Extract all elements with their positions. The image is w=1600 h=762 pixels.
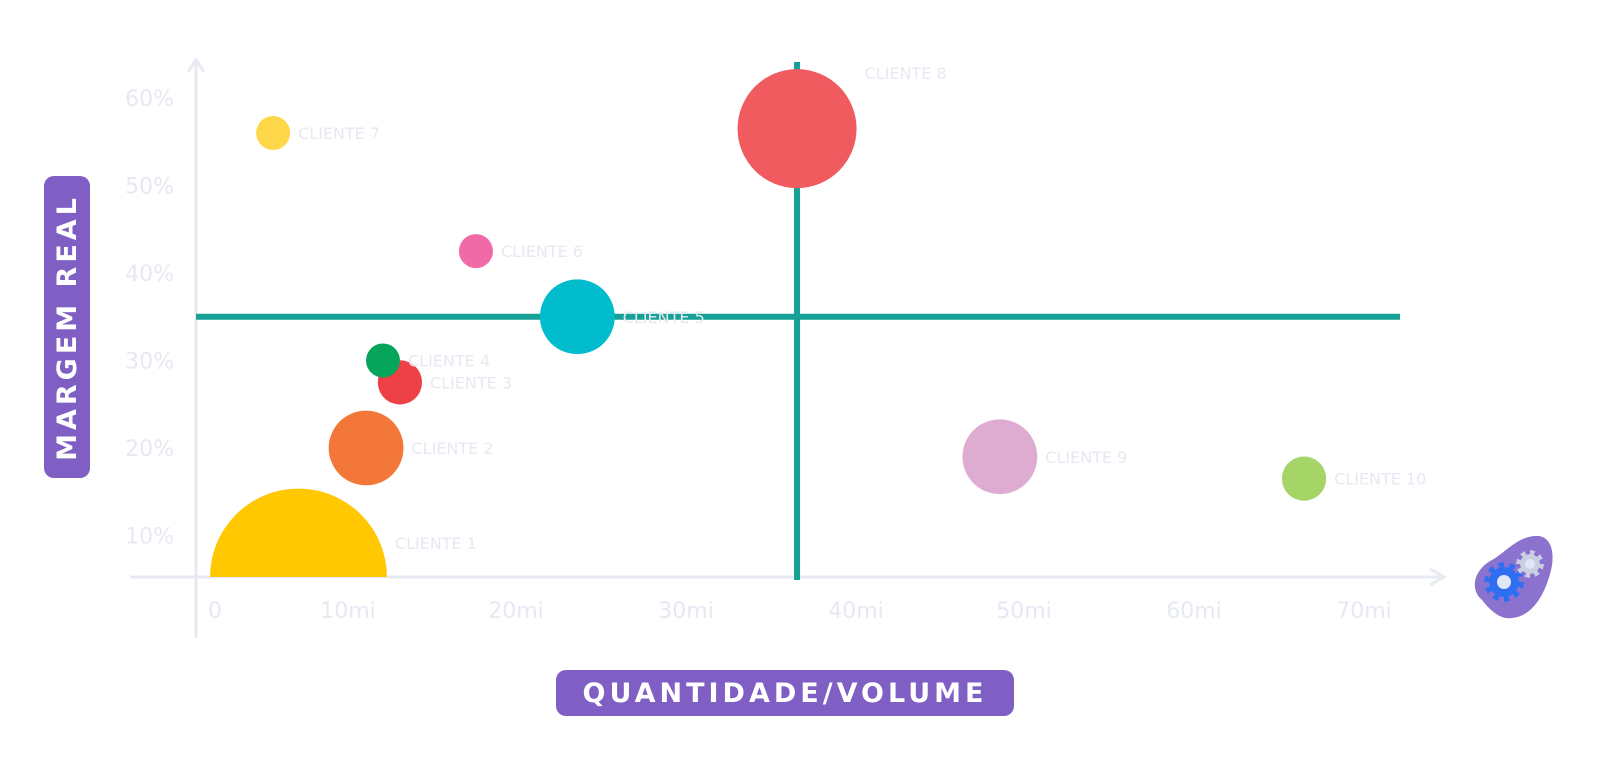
y-tick-label: 60% bbox=[125, 87, 174, 112]
bubble-label: CLIENTE 7 bbox=[298, 124, 380, 143]
bubble bbox=[1281, 456, 1327, 501]
x-axis-arrow bbox=[1429, 567, 1448, 587]
x-tick-label: 30mi bbox=[658, 599, 714, 624]
bubble-label: CLIENTE 4 bbox=[408, 352, 490, 371]
bubble-label: CLIENTE 3 bbox=[430, 373, 512, 392]
bubble bbox=[210, 488, 387, 577]
bubble bbox=[737, 69, 857, 189]
bubble bbox=[539, 279, 615, 355]
bubble bbox=[256, 116, 291, 150]
bubble-label: CLIENTE 10 bbox=[1334, 470, 1426, 489]
y-tick-label: 10% bbox=[125, 525, 174, 550]
bubble bbox=[962, 419, 1038, 495]
bubble-label: CLIENTE 6 bbox=[501, 242, 583, 261]
x-axis-label: QUANTIDADE/VOLUME bbox=[556, 670, 1014, 716]
bubble bbox=[458, 234, 493, 269]
y-axis-label-text: MARGEM REAL bbox=[51, 193, 83, 461]
x-tick-label: 0 bbox=[208, 599, 222, 624]
bubble-labels: CLIENTE 1 CLIENTE 2 CLIENTE 3 CLIENTE 4 CLIE… bbox=[298, 64, 1426, 553]
bubble-label: CLIENTE 8 bbox=[865, 64, 947, 83]
x-tick-label: 70mi bbox=[1336, 599, 1392, 624]
gears-icon bbox=[1474, 535, 1553, 619]
y-tick-label: 30% bbox=[125, 350, 174, 375]
bubble-label: CLIENTE 9 bbox=[1045, 448, 1127, 467]
x-tick-label: 50mi bbox=[996, 599, 1052, 624]
y-tick-label: 50% bbox=[125, 175, 174, 200]
tick-labels: 0 10mi 20mi 30mi 40mi 50mi 60mi 70mi 10% 20% 30% 40… bbox=[125, 87, 1392, 624]
x-tick-label: 10mi bbox=[320, 599, 376, 624]
y-axis-arrow bbox=[186, 57, 206, 73]
bubble-label: CLIENTE 1 bbox=[395, 534, 477, 553]
bubbles bbox=[210, 69, 1327, 577]
y-tick-label: 40% bbox=[125, 262, 174, 287]
x-tick-label: 60mi bbox=[1166, 599, 1222, 624]
x-tick-label: 40mi bbox=[828, 599, 884, 624]
x-tick-label: 20mi bbox=[488, 599, 544, 624]
bubble bbox=[366, 343, 400, 378]
y-tick-label: 20% bbox=[125, 437, 174, 462]
bubble bbox=[328, 410, 404, 486]
bubble-label: CLIENTE 5 bbox=[623, 308, 705, 327]
bubble-label: CLIENTE 2 bbox=[412, 439, 494, 458]
y-axis-label: MARGEM REAL bbox=[44, 176, 90, 478]
